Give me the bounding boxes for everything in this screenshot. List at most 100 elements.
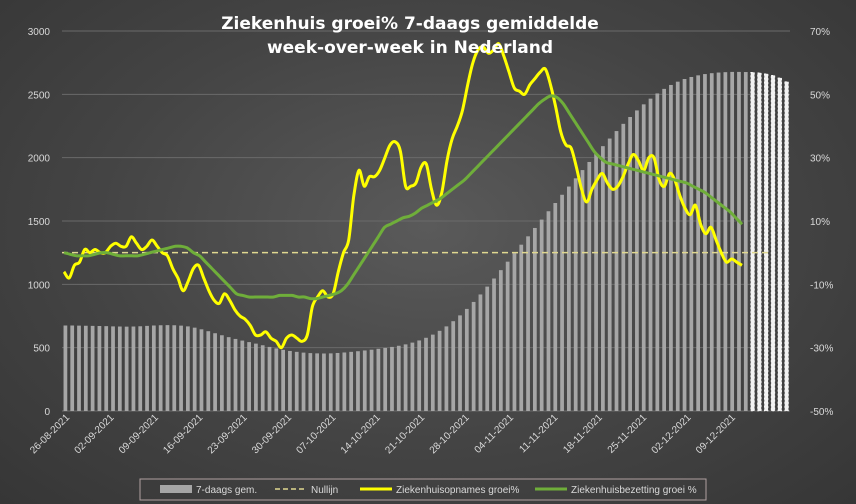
bar xyxy=(335,352,340,411)
bar xyxy=(226,337,231,411)
y-left-tick-label: 0 xyxy=(44,407,50,418)
bar xyxy=(369,349,374,411)
bar xyxy=(165,325,170,411)
bar xyxy=(560,194,564,411)
bar xyxy=(281,349,285,411)
series-line xyxy=(63,94,744,301)
bar xyxy=(322,353,326,411)
bar xyxy=(485,286,490,411)
y-right-tick-label: 70% xyxy=(810,27,830,38)
bar xyxy=(424,337,428,411)
legend-label: Nullijn xyxy=(311,485,338,496)
bar xyxy=(750,71,755,412)
bar xyxy=(689,76,694,411)
x-tick-label: 07-10-2021 xyxy=(295,412,339,456)
bar xyxy=(730,71,735,411)
x-tick-label: 25-11-2021 xyxy=(606,412,650,456)
legend-label: Ziekenhuisbezetting groei % xyxy=(571,485,697,496)
bar xyxy=(104,326,109,411)
bar xyxy=(315,353,320,411)
x-axis: 26-08-2021 02-09-2021 09-09-2021 16-09-2021… xyxy=(28,412,738,456)
bar xyxy=(614,131,619,412)
y-right-tick-label: -30% xyxy=(810,344,833,355)
bar xyxy=(356,351,360,411)
bar xyxy=(784,81,789,412)
bar xyxy=(77,325,81,411)
y-axis-right: -50% -30% -10% 10% 30% 50% 70% xyxy=(810,27,833,418)
bar xyxy=(587,161,592,411)
bar xyxy=(267,346,272,411)
y-right-tick-label: 50% xyxy=(810,90,830,101)
bar xyxy=(553,203,558,411)
gridlines xyxy=(62,30,790,412)
bar xyxy=(737,71,741,411)
bar xyxy=(220,335,224,411)
bar xyxy=(682,79,687,412)
y-right-tick-label: 10% xyxy=(810,217,830,228)
bar xyxy=(151,325,156,411)
bar xyxy=(492,278,496,411)
x-tick-label: 11-11-2021 xyxy=(518,412,561,455)
bar xyxy=(628,117,632,412)
bar xyxy=(308,353,313,411)
x-tick-label: 02-12-2021 xyxy=(650,412,694,456)
bar xyxy=(199,329,204,411)
bar xyxy=(111,326,115,411)
bar xyxy=(696,75,701,411)
bar xyxy=(63,325,68,411)
bar xyxy=(213,333,217,411)
bar xyxy=(158,325,163,411)
bar xyxy=(417,340,422,411)
bar xyxy=(185,326,190,411)
bar xyxy=(362,350,367,411)
bar xyxy=(247,342,251,411)
bar xyxy=(444,326,449,411)
bar xyxy=(777,77,782,412)
bar xyxy=(124,326,129,411)
bar xyxy=(349,351,354,411)
bar xyxy=(505,261,510,411)
bar xyxy=(716,72,721,412)
bar xyxy=(519,244,524,411)
bar xyxy=(498,270,503,411)
bar xyxy=(526,236,530,411)
y-left-tick-label: 1000 xyxy=(28,280,51,291)
bar xyxy=(376,348,381,411)
bar xyxy=(594,153,598,411)
y-right-tick-label: -50% xyxy=(810,407,833,418)
y-axis-left: 0 500 1000 1500 2000 2500 3000 xyxy=(28,27,51,418)
bar xyxy=(172,325,177,411)
bar xyxy=(770,75,776,412)
x-tick-label: 09-12-2021 xyxy=(694,412,738,456)
bar xyxy=(410,342,415,411)
line-series xyxy=(62,42,770,350)
bar xyxy=(233,338,238,411)
bar xyxy=(539,219,544,411)
legend-label: 7-daags gem. xyxy=(196,485,257,496)
x-tick-label: 30-09-2021 xyxy=(250,412,294,456)
chart-title-line-2: week-over-week in Nederland xyxy=(267,38,553,58)
bar xyxy=(764,73,769,412)
bar xyxy=(532,227,537,411)
bar xyxy=(192,327,197,411)
y-left-tick-label: 500 xyxy=(33,344,50,355)
bar xyxy=(328,353,333,411)
bar xyxy=(723,72,728,412)
bar xyxy=(757,72,762,412)
x-tick-label: 02-09-2021 xyxy=(73,412,117,456)
bar xyxy=(607,138,612,412)
x-tick-label: 16-09-2021 xyxy=(161,412,205,456)
bar xyxy=(254,343,258,411)
x-tick-label: 21-10-2021 xyxy=(383,412,427,456)
bar xyxy=(662,88,667,412)
x-tick-label: 18-11-2021 xyxy=(561,412,605,456)
bar xyxy=(260,345,265,411)
bar xyxy=(580,170,585,411)
bar xyxy=(648,98,653,411)
y-right-tick-label: 30% xyxy=(810,154,830,165)
bar xyxy=(567,186,571,411)
bar xyxy=(179,325,183,411)
bar xyxy=(90,325,95,411)
y-right-tick-label: -10% xyxy=(810,280,833,291)
x-tick-label: 28-10-2021 xyxy=(428,412,472,456)
